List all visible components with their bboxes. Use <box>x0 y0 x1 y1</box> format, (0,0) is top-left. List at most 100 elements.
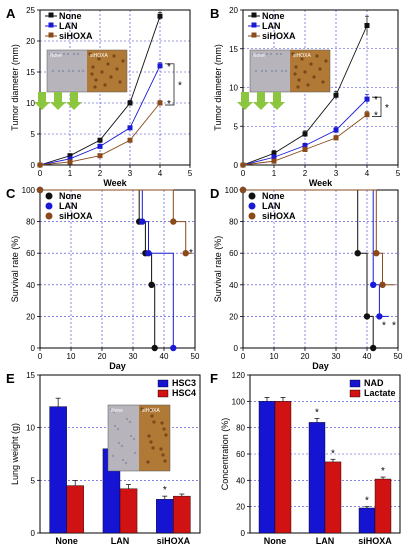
y-tick-label: 25 <box>26 6 35 15</box>
y-tick-label: 5 <box>234 122 239 131</box>
panel-letter-f: F <box>210 371 218 386</box>
y-tick-label: 80 <box>229 218 238 227</box>
inset-stain-dot <box>88 52 92 56</box>
y-tick-label: 0 <box>234 344 239 353</box>
data-point <box>127 125 133 131</box>
significance-bracket <box>165 63 175 106</box>
y-axis-label: Concentration (%) <box>220 418 230 491</box>
x-tick-label: 20 <box>301 352 310 361</box>
x-category-label: None <box>55 536 78 546</box>
inset-cell-dot <box>62 52 66 56</box>
inset-cell-dot <box>113 424 117 428</box>
y-tick-label: 15 <box>229 45 238 54</box>
inset-stain-dot <box>163 459 167 463</box>
y-tick-label: 20 <box>229 312 238 321</box>
inset-stain-dot <box>294 65 298 69</box>
data-point <box>157 63 163 69</box>
legend-label: None <box>262 191 285 201</box>
inset-image-sihoxa <box>290 50 330 92</box>
inset-cell-dot <box>124 461 128 465</box>
significance-star: * <box>331 448 335 459</box>
inset-stain-dot <box>160 421 164 425</box>
legend-marker <box>251 12 257 18</box>
inset-cell-dot <box>72 52 76 56</box>
inset-label-none: None <box>50 53 62 59</box>
y-tick-label: 40 <box>236 476 245 485</box>
significance-star: * <box>167 62 171 73</box>
inset-cell-dot <box>129 434 133 438</box>
y-tick-label: 40 <box>26 281 35 290</box>
bar-lactate <box>324 461 342 534</box>
y-tick-label: 100 <box>22 186 36 195</box>
legend-marker <box>48 12 54 18</box>
panel-a: A 0 5 10 15 20 25 0 1 2 3 4 5 Week Tumor diameter (mm)… <box>6 6 193 188</box>
data-point <box>127 100 133 106</box>
x-tick-label: 50 <box>394 352 403 361</box>
x-category-label: LAN <box>316 536 335 546</box>
y-tick-label: 40 <box>229 281 238 290</box>
legend-label: LAN <box>59 21 78 31</box>
data-point <box>97 137 103 143</box>
legend-marker <box>48 22 54 28</box>
inset-cell-dot <box>66 52 70 56</box>
inset-stain-dot <box>164 433 168 437</box>
inset-label-none: None <box>111 408 123 414</box>
event-marker <box>376 313 383 320</box>
inset-cell-dot <box>76 52 80 56</box>
significance-star: * <box>381 466 385 477</box>
x-tick-label: 2 <box>98 169 103 178</box>
bar-lactate <box>274 401 292 534</box>
event-marker <box>379 281 386 288</box>
legend-label: siHOXA <box>59 31 93 41</box>
bar-hsc3 <box>156 499 174 534</box>
inset-cell-dot <box>264 69 268 73</box>
legend-label: siHOXA <box>262 31 296 41</box>
inset-cell-dot <box>77 69 81 73</box>
inset-frame <box>46 49 128 93</box>
y-tick-label: 15 <box>26 371 35 380</box>
panel-f: F 0 20 40 60 80 100 120 Concentration (%) None LAN… <box>210 371 401 546</box>
x-tick-label: 2 <box>303 169 308 178</box>
data-point <box>364 23 370 28</box>
significance-star: * <box>392 320 396 331</box>
legend-marker <box>248 212 256 220</box>
x-tick-label: 40 <box>160 352 169 361</box>
panel-letter-d: D <box>210 186 219 201</box>
inset-cell-dot <box>81 69 85 73</box>
data-point <box>271 154 277 160</box>
data-point <box>333 127 339 133</box>
x-tick-label: 10 <box>270 352 279 361</box>
y-tick-label: 0 <box>31 161 36 170</box>
panel-letter-c: C <box>6 186 16 201</box>
inset-stain-dot <box>162 427 166 431</box>
y-tick-label: 0 <box>31 344 36 353</box>
significance-star: * <box>163 485 167 496</box>
legend-swatch <box>349 379 361 388</box>
y-tick-label: 15 <box>26 68 35 77</box>
x-tick-label: 4 <box>365 169 370 178</box>
inset-stain-dot <box>161 453 165 457</box>
significance-star: * <box>382 320 386 331</box>
bar-lactate <box>374 478 392 534</box>
x-tick-label: 5 <box>396 169 401 178</box>
inset-stain-dot <box>146 460 150 464</box>
inset-label-sihoxa: siHOXA <box>293 53 311 59</box>
green-arrow-icon <box>34 92 50 110</box>
y-tick-label: 100 <box>225 186 239 195</box>
inset-stain-dot <box>100 70 104 74</box>
y-tick-label: 80 <box>26 218 35 227</box>
inset-stain-dot <box>293 72 297 76</box>
inset-cell-dot <box>117 441 121 445</box>
inset-cell-dot <box>109 407 113 411</box>
inset-stain-dot <box>151 446 155 450</box>
event-marker <box>151 344 158 352</box>
y-axis-label: Tumor diameter (mm) <box>213 44 223 131</box>
x-axis-label: Week <box>103 178 127 188</box>
event-marker <box>148 281 155 288</box>
inset-cell-dot <box>255 52 259 56</box>
inset-cell-dot <box>274 69 278 73</box>
legend-marker <box>45 212 53 220</box>
inset-stain-dot <box>318 67 322 71</box>
inset-frame <box>249 49 331 93</box>
